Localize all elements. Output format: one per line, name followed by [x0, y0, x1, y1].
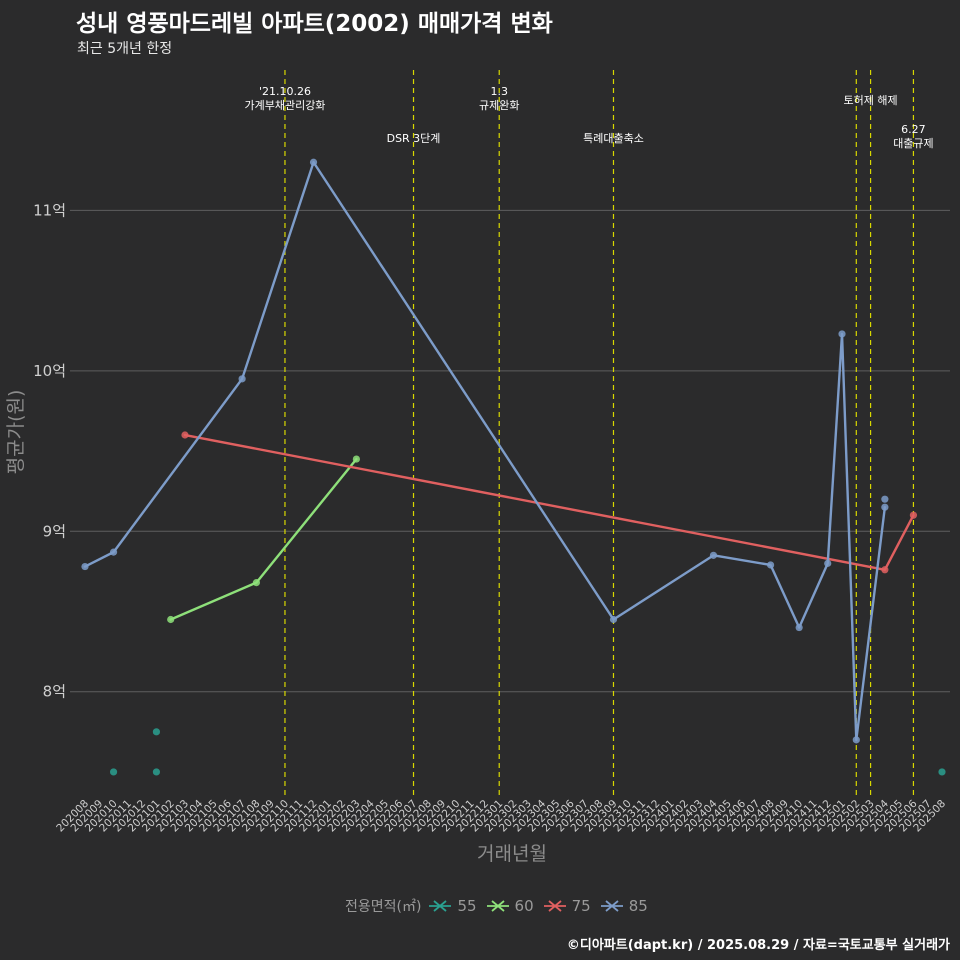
chart-subtitle: 최근 5개년 한정 — [77, 41, 173, 57]
event-label: 가계부채관리강화 — [244, 99, 325, 112]
data-point-85 — [709, 551, 718, 559]
data-point-60 — [167, 615, 175, 624]
legend-title: 전용면적(㎡) — [345, 899, 422, 915]
legend-item-85: 85 — [600, 897, 648, 915]
legend-label: 85 — [628, 897, 648, 915]
series-line-75 — [183, 433, 915, 571]
data-point-85 — [309, 158, 318, 166]
data-point-55 — [152, 768, 161, 776]
data-point-85 — [767, 561, 775, 569]
data-point-55 — [938, 768, 946, 776]
legend-label: 55 — [457, 897, 477, 915]
legend-item-60: 60 — [486, 897, 534, 915]
data-point-75 — [881, 566, 889, 574]
legend-label: 60 — [514, 897, 534, 915]
y-tick-label: 10억 — [33, 362, 66, 380]
data-point-85 — [824, 559, 832, 567]
x-axis-title: 거래년월 — [477, 843, 547, 865]
event-label: 규제완화 — [479, 99, 519, 112]
legend-swatch-icon — [600, 900, 623, 912]
data-point-55 — [109, 768, 118, 776]
data-point-75 — [181, 431, 189, 439]
y-axis-title: 평균가(원) — [5, 390, 27, 475]
y-tick-label: 9억 — [43, 522, 66, 540]
data-point-85 — [881, 495, 889, 503]
event-label: 6.27 — [901, 123, 926, 136]
event-label: 대출규제 — [893, 137, 933, 150]
event-label: 1.3 — [490, 85, 508, 98]
legend-swatch-icon — [486, 900, 509, 912]
event-label: 특례대출축소 — [583, 132, 644, 145]
data-point-75 — [909, 511, 918, 519]
data-point-85 — [81, 562, 89, 571]
legend: 전용면적(㎡) 55 60 75 85 — [345, 896, 658, 916]
data-point-85 — [852, 736, 860, 744]
data-point-85 — [881, 503, 889, 511]
data-point-85 — [838, 330, 846, 338]
event-label: '21.10.26 — [259, 85, 311, 98]
series-line-60 — [169, 457, 358, 621]
y-tick-label: 8억 — [43, 683, 66, 701]
legend-label: 75 — [571, 897, 591, 915]
legend-swatch-icon — [543, 900, 566, 912]
y-tick-label: 11억 — [33, 201, 66, 219]
chart-title: 성내 영풍마드레빌 아파트(2002) 매매가격 변화 — [76, 11, 553, 37]
legend-item-75: 75 — [543, 897, 591, 915]
event-label: DSR 3단계 — [387, 132, 441, 145]
data-point-85 — [238, 375, 246, 383]
data-point-85 — [609, 615, 618, 624]
data-point-60 — [252, 579, 260, 587]
event-label: 토허제 해제 — [844, 93, 898, 107]
legend-swatch-icon — [429, 900, 452, 912]
data-point-55 — [152, 728, 161, 736]
series-line-85 — [83, 161, 887, 742]
legend-item-55: 55 — [429, 897, 477, 915]
data-point-85 — [795, 623, 803, 632]
data-point-60 — [352, 455, 360, 463]
source-credit: ©디아파트(dapt.kr) / 2025.08.29 / 자료=국토교통부 실… — [566, 938, 950, 953]
data-point-85 — [109, 548, 118, 556]
